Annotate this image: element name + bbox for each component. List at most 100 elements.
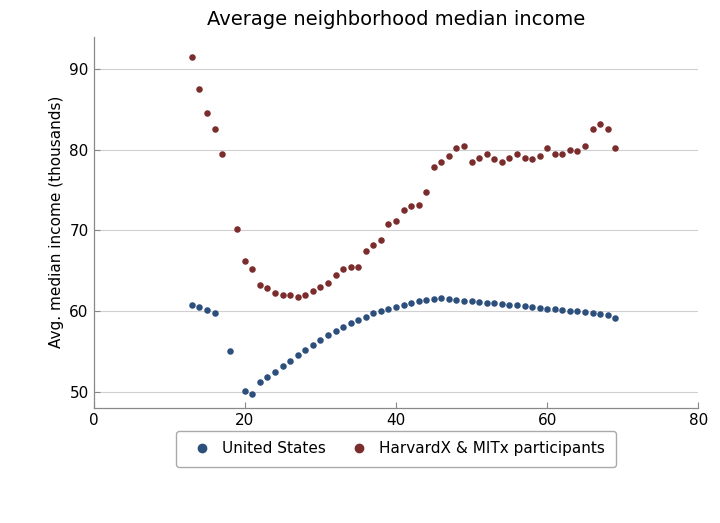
Point <box>397 301 409 310</box>
Point <box>390 303 402 311</box>
Point <box>246 390 258 399</box>
Point <box>609 144 621 152</box>
Point <box>420 295 432 304</box>
Point <box>602 311 613 319</box>
Point <box>504 300 516 309</box>
Point <box>549 150 560 158</box>
Point <box>602 126 613 134</box>
Point <box>413 297 425 305</box>
Point <box>405 299 417 307</box>
Point <box>300 291 311 299</box>
Point <box>459 297 470 305</box>
Point <box>390 217 402 225</box>
Point <box>444 295 455 303</box>
Point <box>534 152 546 160</box>
Point <box>557 306 568 314</box>
Point <box>541 304 553 313</box>
Point <box>239 387 251 395</box>
Point <box>360 246 372 255</box>
Point <box>526 303 538 311</box>
Point <box>466 297 477 305</box>
Point <box>595 120 606 128</box>
Point <box>262 373 274 381</box>
Point <box>383 305 395 314</box>
X-axis label: Age: Age <box>381 434 411 448</box>
Point <box>224 347 235 356</box>
Point <box>367 241 379 249</box>
Point <box>459 141 470 150</box>
Point <box>360 313 372 321</box>
Point <box>323 331 334 339</box>
Point <box>564 145 576 154</box>
Point <box>436 157 447 166</box>
Point <box>526 155 538 164</box>
Point <box>337 265 348 274</box>
Point <box>209 126 220 134</box>
Point <box>534 304 546 312</box>
Point <box>262 285 274 293</box>
Point <box>375 236 387 244</box>
Point <box>587 309 598 317</box>
Point <box>269 289 281 298</box>
Point <box>397 206 409 214</box>
Point <box>481 299 492 307</box>
Point <box>504 154 516 162</box>
Point <box>202 306 213 314</box>
Y-axis label: Avg. median income (thousands): Avg. median income (thousands) <box>49 96 64 348</box>
Point <box>511 301 523 310</box>
Point <box>254 378 266 386</box>
Point <box>579 308 590 316</box>
Point <box>564 307 576 315</box>
Point <box>511 150 523 158</box>
Point <box>549 305 560 314</box>
Point <box>239 257 251 265</box>
Point <box>609 313 621 322</box>
Point <box>405 202 417 210</box>
Point <box>345 263 356 271</box>
Point <box>436 294 447 302</box>
Point <box>489 155 500 164</box>
Point <box>489 299 500 307</box>
Point <box>572 307 583 315</box>
Point <box>420 187 432 196</box>
Point <box>345 319 356 327</box>
Point <box>277 291 289 299</box>
Point <box>209 309 220 317</box>
Point <box>194 85 205 93</box>
Point <box>300 346 311 354</box>
Point <box>232 224 243 233</box>
Point <box>353 316 364 324</box>
Point <box>541 144 553 152</box>
Point <box>337 323 348 332</box>
Point <box>496 157 508 166</box>
Point <box>413 200 425 209</box>
Point <box>330 270 341 279</box>
Point <box>323 279 334 287</box>
Point <box>186 300 197 309</box>
Point <box>194 303 205 311</box>
Point <box>557 150 568 158</box>
Point <box>292 351 304 360</box>
Point <box>444 152 455 160</box>
Title: Average neighborhood median income: Average neighborhood median income <box>207 10 585 29</box>
Point <box>367 309 379 317</box>
Point <box>246 265 258 274</box>
Point <box>315 282 326 291</box>
Point <box>284 291 296 299</box>
Point <box>216 150 228 158</box>
Point <box>428 295 439 303</box>
Point <box>277 362 289 370</box>
Point <box>375 307 387 315</box>
Point <box>428 163 439 172</box>
Point <box>518 154 530 162</box>
Point <box>481 150 492 158</box>
Point <box>451 144 462 152</box>
Point <box>572 147 583 155</box>
Legend: United States, HarvardX & MITx participants: United States, HarvardX & MITx participa… <box>176 431 616 467</box>
Point <box>496 300 508 308</box>
Point <box>330 327 341 335</box>
Point <box>587 126 598 134</box>
Point <box>315 336 326 344</box>
Point <box>254 281 266 289</box>
Point <box>186 53 197 61</box>
